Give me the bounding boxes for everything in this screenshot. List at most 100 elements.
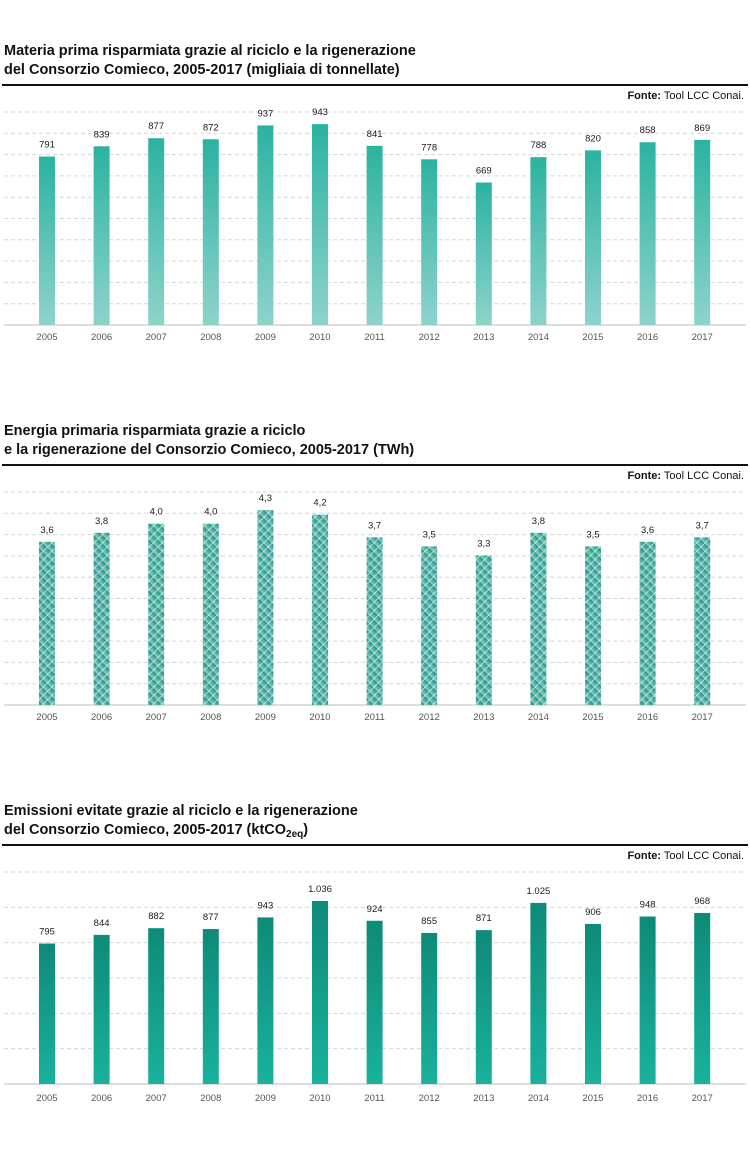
x-tick-2012: 2012 xyxy=(419,1093,440,1104)
bar-2007 xyxy=(148,138,165,325)
x-tick-2011: 2011 xyxy=(364,332,384,343)
title-line2-main: del Consorzio Comieco, 2005-2017 (ktCO xyxy=(4,822,287,838)
bar-2012 xyxy=(421,159,438,325)
chart-title: Energia primaria risparmiata grazie a ri… xyxy=(4,422,414,460)
x-tick-2009: 2009 xyxy=(255,712,276,723)
value-label-2005: 791 xyxy=(39,140,55,151)
value-label-2005: 795 xyxy=(39,927,55,938)
chart-title: Emissioni evitate grazie al riciclo e la… xyxy=(4,802,358,844)
bar-2016 xyxy=(639,142,656,325)
bar-2013 xyxy=(475,930,492,1084)
value-label-2010: 4,2 xyxy=(313,498,326,509)
value-label-2011: 841 xyxy=(367,129,383,140)
x-tick-2013: 2013 xyxy=(473,332,494,343)
x-tick-2005: 2005 xyxy=(36,1093,57,1104)
bar-2015 xyxy=(585,150,601,325)
chart-title: Materia prima risparmiata grazie al rici… xyxy=(4,42,416,80)
chart-panel-energy: Energia primaria risparmiata grazie a ri… xyxy=(2,422,748,723)
x-tick-2006: 2006 xyxy=(91,332,112,343)
x-tick-2007: 2007 xyxy=(146,1093,167,1104)
value-label-2013: 669 xyxy=(476,166,492,177)
x-tick-2012: 2012 xyxy=(419,712,440,723)
value-label-2006: 839 xyxy=(94,129,110,140)
bar-2015 xyxy=(585,923,601,1084)
title-rule xyxy=(2,844,748,846)
value-label-2013: 871 xyxy=(476,913,492,924)
value-label-2009: 4,3 xyxy=(259,493,272,504)
value-label-2007: 4,0 xyxy=(150,507,163,518)
bar-2014 xyxy=(530,157,547,325)
value-label-2005: 3,6 xyxy=(40,525,53,536)
chart-title-line2: e la rigenerazione del Consorzio Comieco… xyxy=(4,442,415,458)
bar-2006 xyxy=(93,146,110,325)
bar-2010 xyxy=(312,900,328,1084)
value-label-2017: 869 xyxy=(694,123,710,134)
chart-title-line1: Materia prima risparmiata grazie al rici… xyxy=(4,43,416,59)
source-text: Tool LCC Conai. xyxy=(663,850,744,862)
bar-2008 xyxy=(202,139,219,325)
bar-chart-energy: 3,6 2005 3,8 2006 4,0 2007 4,0 2008 4,3 2009 4,2 20… xyxy=(4,491,746,723)
x-tick-2008: 2008 xyxy=(200,332,221,343)
source-text: Tool LCC Conai. xyxy=(663,470,744,482)
x-tick-2016: 2016 xyxy=(637,712,658,723)
source-label: Fonte: xyxy=(627,90,662,102)
x-tick-2006: 2006 xyxy=(91,1093,112,1104)
bar-2009 xyxy=(257,917,274,1084)
value-label-2010: 1.036 xyxy=(308,884,332,895)
bar-2016 xyxy=(639,916,656,1084)
x-tick-2016: 2016 xyxy=(637,1093,658,1104)
value-label-2009: 937 xyxy=(257,108,273,119)
bar-2017 xyxy=(694,537,711,705)
value-label-2011: 3,7 xyxy=(368,520,381,531)
value-label-2017: 3,7 xyxy=(696,520,709,531)
title-subscript: 2eq xyxy=(286,829,304,840)
x-tick-2014: 2014 xyxy=(528,332,549,343)
x-tick-2017: 2017 xyxy=(692,332,713,343)
bar-2009 xyxy=(257,125,274,325)
x-tick-2005: 2005 xyxy=(36,712,57,723)
chart-panel-material: Materia prima risparmiata grazie al rici… xyxy=(0,0,750,360)
bar-2009 xyxy=(257,510,274,705)
x-tick-2008: 2008 xyxy=(200,1093,221,1104)
x-tick-2013: 2013 xyxy=(473,712,494,723)
x-tick-2015: 2015 xyxy=(582,1093,603,1104)
bar-2011 xyxy=(366,920,383,1084)
chart-title-line2: del Consorzio Comieco, 2005-2017 (ktCO2e… xyxy=(4,821,358,844)
x-tick-2014: 2014 xyxy=(528,1093,549,1104)
bar-2005 xyxy=(39,156,55,325)
value-label-2008: 877 xyxy=(203,912,219,923)
value-label-2006: 3,8 xyxy=(95,516,108,527)
x-tick-2008: 2008 xyxy=(200,712,221,723)
x-tick-2009: 2009 xyxy=(255,1093,276,1104)
x-tick-2005: 2005 xyxy=(36,332,57,343)
bar-2005 xyxy=(39,541,55,705)
bar-2011 xyxy=(366,145,383,325)
value-label-2015: 906 xyxy=(585,907,601,918)
bar-2007 xyxy=(148,523,165,705)
x-tick-2014: 2014 xyxy=(528,712,549,723)
x-tick-2013: 2013 xyxy=(473,1093,494,1104)
chart-title-line2: del Consorzio Comieco, 2005-2017 (miglia… xyxy=(4,62,400,78)
bar-2005 xyxy=(39,943,55,1084)
x-tick-2006: 2006 xyxy=(91,712,112,723)
x-tick-2016: 2016 xyxy=(637,332,658,343)
bar-chart-material: 791 2005 839 2006 877 2007 872 2008 937 2009 943 20… xyxy=(4,107,746,343)
x-tick-2011: 2011 xyxy=(364,1093,384,1104)
x-tick-2007: 2007 xyxy=(146,712,167,723)
bar-2006 xyxy=(93,532,110,705)
title-rule xyxy=(2,464,748,466)
bar-2012 xyxy=(421,932,438,1084)
x-tick-2011: 2011 xyxy=(364,712,384,723)
value-label-2013: 3,3 xyxy=(477,538,490,549)
chart-source: Fonte: Tool LCC Conai. xyxy=(627,90,744,102)
value-label-2009: 943 xyxy=(257,900,273,911)
title-rule xyxy=(2,84,748,86)
value-label-2008: 4,0 xyxy=(204,507,217,518)
title-line2-end: ) xyxy=(303,822,309,838)
value-label-2010: 943 xyxy=(312,107,328,118)
value-label-2016: 858 xyxy=(640,125,656,136)
value-label-2008: 872 xyxy=(203,122,219,133)
bar-2013 xyxy=(475,555,492,705)
bar-2014 xyxy=(530,532,547,705)
